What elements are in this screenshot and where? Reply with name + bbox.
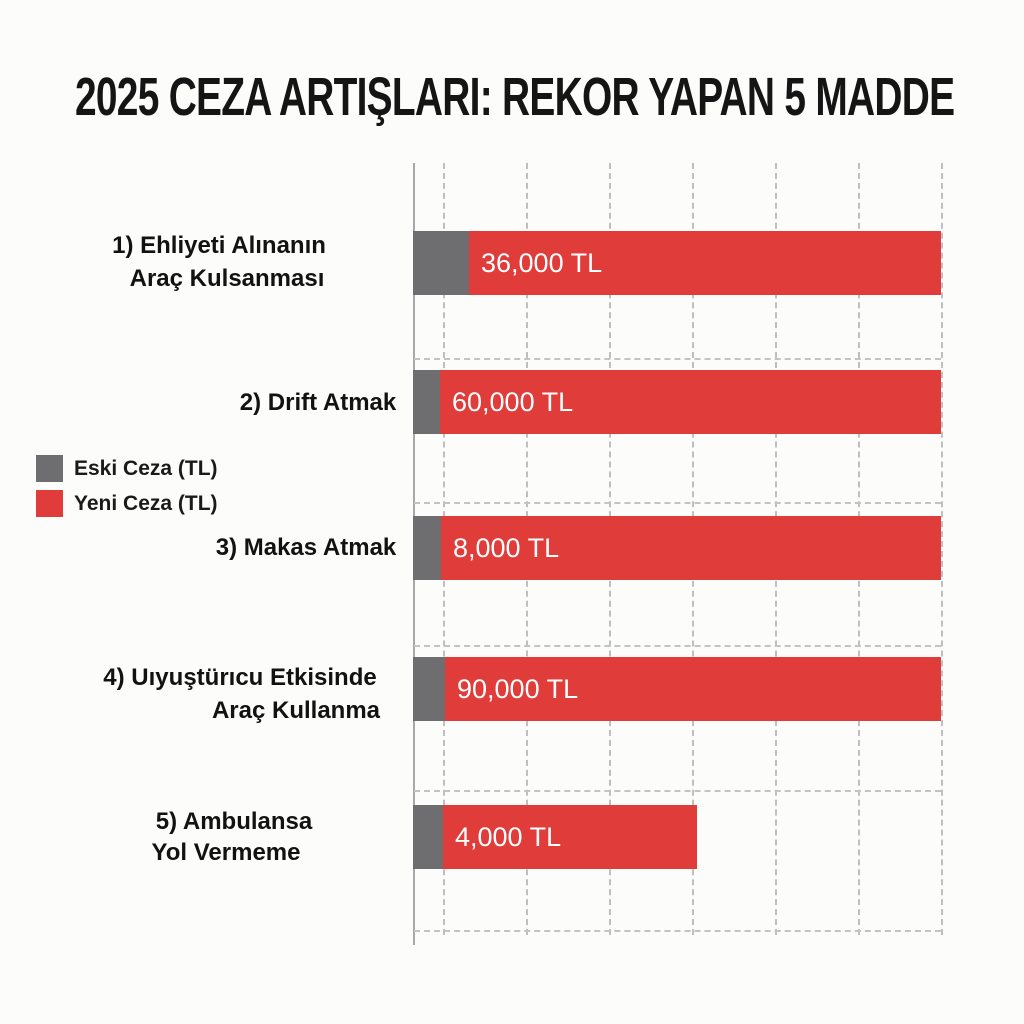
- category-label-line: Araç Kullanma: [211, 697, 381, 724]
- category-label-line: 5) Ambulansa: [155, 808, 313, 835]
- bar-old-penalty-4: [413, 657, 445, 721]
- bar-new-penalty-1: 36,000 TL: [469, 231, 941, 295]
- horizontal-gridline: [414, 930, 941, 932]
- bar-value-label: 60,000 TL: [452, 387, 574, 417]
- legend-label-old-penalty: Eski Ceza (TL): [74, 457, 218, 480]
- category-label-line: Araç Kulsanması: [129, 265, 325, 292]
- horizontal-gridline: [414, 645, 941, 647]
- chart-title: 2025 CEZA ARTIŞLARI: REKOR YAPAN 5 MADDE: [75, 67, 955, 127]
- bar-value-label: 36,000 TL: [481, 248, 603, 278]
- category-label-line: Yol Vermeme: [151, 839, 301, 866]
- bar-old-penalty-3: [413, 516, 441, 580]
- legend-label-new-penalty: Yeni Ceza (TL): [74, 492, 218, 515]
- category-label-line: 2) Drift Atmak: [239, 389, 397, 416]
- horizontal-gridline: [414, 502, 941, 504]
- bar-new-penalty-4: 90,000 TL: [445, 657, 941, 721]
- bar-old-penalty-1: [413, 231, 469, 295]
- vertical-gridline: [941, 163, 943, 935]
- bar-new-penalty-5: 4,000 TL: [443, 805, 697, 869]
- bar-value-label: 8,000 TL: [453, 533, 560, 563]
- bar-old-penalty-2: [413, 370, 440, 434]
- category-label-line: 1) Ehliyeti Alınanın: [112, 232, 326, 259]
- bar-value-label: 4,000 TL: [455, 822, 562, 852]
- bar-value-label: 90,000 TL: [457, 674, 579, 704]
- category-label-line: 4) Uıyuştürıcu Etkisinde: [103, 664, 377, 691]
- bar-old-penalty-5: [413, 805, 443, 869]
- bar-new-penalty-2: 60,000 TL: [440, 370, 941, 434]
- legend-swatch-old-penalty: [36, 455, 63, 482]
- bar-new-penalty-3: 8,000 TL: [441, 516, 941, 580]
- legend-swatch-new-penalty: [36, 490, 63, 517]
- horizontal-gridline: [414, 358, 941, 360]
- category-label-line: 3) Makas Atmak: [215, 534, 397, 561]
- horizontal-gridline: [414, 790, 941, 792]
